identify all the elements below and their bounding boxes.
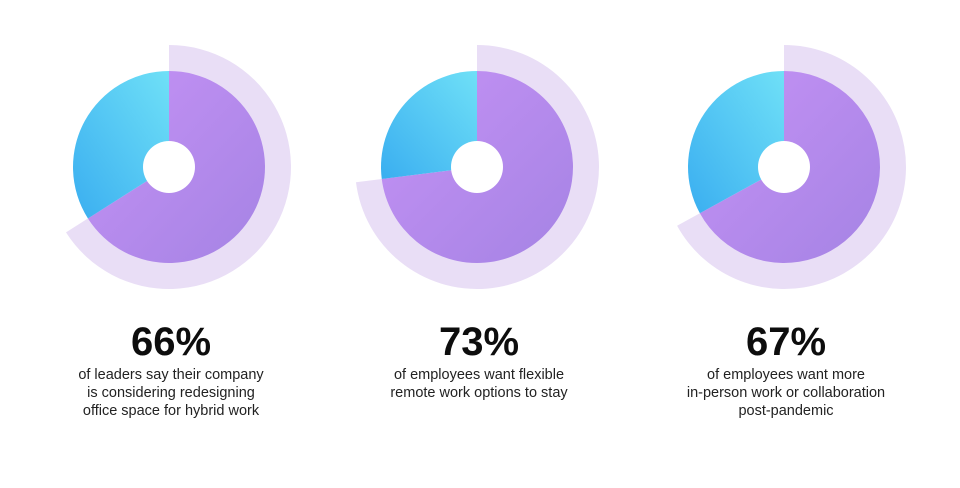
stat-caption: of employees want more in-person work or… bbox=[636, 366, 936, 420]
caption-line: post-pandemic bbox=[738, 403, 834, 419]
stat-caption: of leaders say their company is consider… bbox=[21, 366, 321, 420]
slice-remainder bbox=[381, 71, 477, 180]
donut-chart bbox=[355, 45, 599, 290]
donut-hole bbox=[451, 141, 503, 193]
caption-line: of employees want flexible bbox=[393, 367, 565, 383]
caption-line: office space for hybrid work bbox=[82, 403, 260, 419]
stat-percentage: 73% bbox=[438, 320, 520, 364]
stat-percentage: 66% bbox=[130, 320, 212, 364]
stat-percentage: 67% bbox=[745, 320, 827, 364]
caption-line: of employees want more bbox=[707, 367, 865, 383]
slice-remainder bbox=[688, 71, 784, 214]
caption-line: of leaders say their company bbox=[78, 367, 264, 383]
donut-hole bbox=[758, 141, 810, 193]
caption-line: in-person work or collaboration bbox=[686, 385, 886, 401]
stat-employees-in-person: 67% of employees want more in-person wor… bbox=[636, 0, 936, 488]
caption-line: remote work options to stay bbox=[390, 385, 568, 401]
donut-hole bbox=[143, 141, 195, 193]
caption-line: is considering redesigning bbox=[87, 385, 255, 401]
donut-chart bbox=[677, 45, 906, 290]
donut-chart bbox=[65, 45, 291, 289]
stat-leaders-redesign: 66% of leaders say their company is cons… bbox=[21, 0, 321, 488]
slice-remainder bbox=[73, 71, 169, 219]
stat-caption: of employees want flexible remote work o… bbox=[329, 366, 629, 402]
stat-employees-flexible: 73% of employees want flexible remote wo… bbox=[329, 0, 629, 488]
